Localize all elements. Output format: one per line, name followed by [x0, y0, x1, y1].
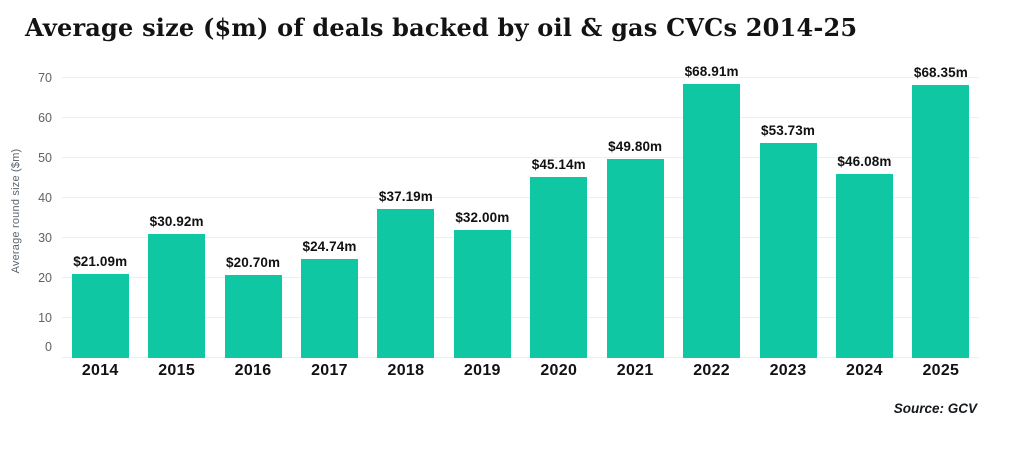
bar-value-label: $30.92m — [149, 214, 204, 230]
y-tick-label: 10 — [38, 311, 52, 325]
bar — [224, 275, 282, 358]
bar-column: $53.73m — [750, 64, 826, 358]
chart-title: Average size ($m) of deals backed by oil… — [25, 13, 858, 42]
x-tick-label: 2017 — [311, 362, 348, 379]
gridline — [62, 317, 979, 318]
plot-area: Average round size ($m) 0 10 20 30 40 50 60 70 … — [10, 64, 979, 358]
bar-column: $68.35m — [903, 64, 979, 358]
gridline — [62, 277, 979, 278]
bar-value-label: $37.19m — [378, 189, 433, 205]
bar — [912, 84, 970, 358]
x-tick-label: 2022 — [693, 362, 730, 379]
x-tick-label: 2025 — [922, 362, 960, 379]
gridline — [62, 197, 979, 198]
gridline — [62, 117, 979, 118]
x-tick-label: 2015 — [158, 362, 196, 379]
bar-column: $32.00m — [444, 64, 520, 358]
bar-value-label: $46.08m — [837, 153, 892, 169]
bar — [683, 84, 741, 358]
bar-value-label: $68.35m — [913, 64, 968, 80]
gridline — [62, 77, 979, 78]
x-tick-label: 2023 — [769, 362, 807, 379]
bar — [835, 173, 893, 358]
bar-column: $37.19m — [368, 64, 444, 358]
x-tick-label: 2016 — [234, 362, 272, 379]
gridline — [62, 157, 979, 158]
bar — [148, 234, 206, 358]
x-axis-labels: 2014 2015 2016 2017 2018 2019 2020 2021 2022 2023… — [62, 362, 979, 380]
source-note: Source: GCV — [893, 401, 977, 416]
bar — [377, 209, 435, 358]
bar-value-label: $20.70m — [226, 255, 281, 271]
y-tick-label: 30 — [38, 231, 52, 245]
bar — [300, 259, 358, 358]
bar-column: $21.09m — [62, 64, 138, 358]
bar-column: $46.08m — [826, 64, 902, 358]
bar-column: $20.70m — [215, 64, 291, 358]
bar-value-label: $21.09m — [73, 253, 128, 269]
y-tick-label: 20 — [38, 271, 52, 285]
bars-layer: $21.09m $30.92m $20.70m $24.74m $37.19m $32.0… — [62, 64, 979, 358]
bar-value-label: $45.14m — [531, 157, 586, 173]
gridline — [62, 357, 979, 358]
bar-column: $30.92m — [138, 64, 214, 358]
bar-value-label: $68.91m — [684, 64, 739, 79]
bar-value-label: $32.00m — [455, 210, 510, 225]
gridline — [62, 237, 979, 238]
x-tick-label: 2014 — [81, 362, 119, 379]
bar-column: $68.91m — [673, 64, 749, 358]
x-tick-label: 2018 — [387, 362, 425, 379]
bar — [759, 143, 817, 358]
y-tick-label: 50 — [38, 151, 52, 165]
bar-value-label: $49.80m — [608, 138, 663, 154]
bar-value-label: $53.73m — [761, 123, 815, 139]
bar-value-label: $24.74m — [302, 239, 357, 255]
bar-column: $49.80m — [597, 64, 673, 358]
x-tick-label: 2024 — [846, 362, 883, 379]
y-axis-title: Average round size ($m) — [10, 148, 22, 274]
x-tick-label: 2019 — [463, 362, 501, 379]
y-tick-label: 40 — [38, 191, 52, 205]
bar — [530, 177, 588, 358]
y-tick-label: 0 — [45, 340, 52, 354]
bar — [606, 158, 664, 358]
y-tick-label: 70 — [38, 71, 52, 85]
bar — [453, 230, 511, 358]
bar — [71, 273, 129, 358]
bar-column: $45.14m — [521, 64, 597, 358]
x-tick-label: 2021 — [616, 362, 654, 379]
bar-column: $24.74m — [291, 64, 367, 358]
y-tick-label: 60 — [38, 111, 52, 125]
x-tick-label: 2020 — [540, 362, 578, 379]
